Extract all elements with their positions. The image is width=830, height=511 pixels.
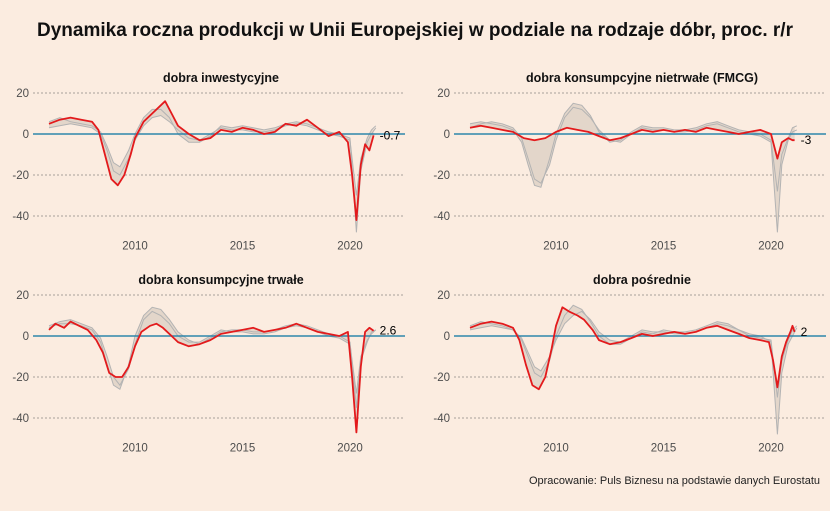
x-tick-label: 2010	[543, 240, 569, 252]
range-band	[49, 101, 374, 233]
end-value-label: 2.6	[380, 324, 397, 338]
panel-title: dobra pośrednie	[593, 273, 691, 287]
x-tick-label: 2015	[230, 442, 256, 454]
y-tick-label: 0	[444, 331, 450, 343]
x-tick-label: 2020	[758, 240, 784, 252]
series-line-other-1	[469, 310, 798, 435]
y-tick-label: 20	[16, 88, 29, 100]
x-tick-label: 2015	[230, 240, 256, 252]
x-tick-label: 2015	[651, 240, 677, 252]
series-line-other-2	[48, 108, 377, 233]
panel-title: dobra konsumpcyjne nietrwałe (FMCG)	[526, 71, 758, 85]
end-value-label: -3	[801, 133, 812, 147]
y-tick-label: 0	[23, 331, 29, 343]
series-line-other-1	[469, 106, 798, 233]
end-value-label: -0.7	[380, 128, 401, 142]
range-band	[49, 307, 374, 433]
panel-title: dobra konsumpcyjne trwałe	[138, 273, 303, 287]
panel-3: dobra konsumpcyjne trwałe 20 0 -20 -40 2010 20…	[12, 273, 405, 454]
series-line-highlight	[469, 306, 796, 391]
series-line-highlight	[469, 124, 795, 160]
series-line-other-2	[48, 306, 377, 408]
panel-4: dobra pośrednie 20 0 -20 -40 2010 2015 2020 2	[433, 273, 826, 454]
y-tick-label: 20	[437, 290, 450, 302]
y-tick-label: 20	[16, 290, 29, 302]
panel-title: dobra inwestycyjne	[163, 71, 279, 85]
y-tick-label: 0	[23, 129, 29, 141]
y-tick-label: -20	[433, 372, 450, 384]
range-band	[470, 103, 795, 233]
x-tick-label: 2015	[651, 442, 677, 454]
y-tick-label: -40	[12, 211, 29, 223]
range-band	[470, 305, 795, 435]
panel-2: dobra konsumpcyjne nietrwałe (FMCG) 20 0 -2…	[433, 71, 826, 252]
source-note: Opracowanie: Puls Biznesu na podstawie d…	[528, 475, 820, 487]
y-tick-label: 20	[437, 88, 450, 100]
series-line-other-2	[469, 102, 798, 192]
series-line-highlight	[48, 320, 375, 434]
series-line-other-1	[48, 114, 377, 196]
y-tick-label: -20	[12, 372, 29, 384]
x-tick-label: 2020	[337, 240, 363, 252]
y-tick-label: 0	[444, 129, 450, 141]
x-tick-label: 2020	[337, 442, 363, 454]
y-tick-label: -20	[433, 170, 450, 182]
end-value-label: 2	[801, 325, 808, 339]
series-line-other-1	[48, 310, 377, 394]
series-line-other-2	[469, 304, 798, 398]
chart-title: Dynamika roczna produkcji w Unii Europej…	[37, 20, 793, 41]
panel-1: dobra inwestycyjne 20 0 -20 -40 2010 2015 2020 -…	[12, 71, 405, 252]
series-line-highlight	[48, 100, 375, 221]
x-tick-label: 2010	[543, 442, 569, 454]
x-tick-label: 2020	[758, 442, 784, 454]
y-tick-label: -20	[12, 170, 29, 182]
y-tick-label: -40	[433, 413, 450, 425]
x-tick-label: 2010	[122, 442, 148, 454]
x-tick-label: 2010	[122, 240, 148, 252]
y-tick-label: -40	[12, 413, 29, 425]
y-tick-label: -40	[433, 211, 450, 223]
